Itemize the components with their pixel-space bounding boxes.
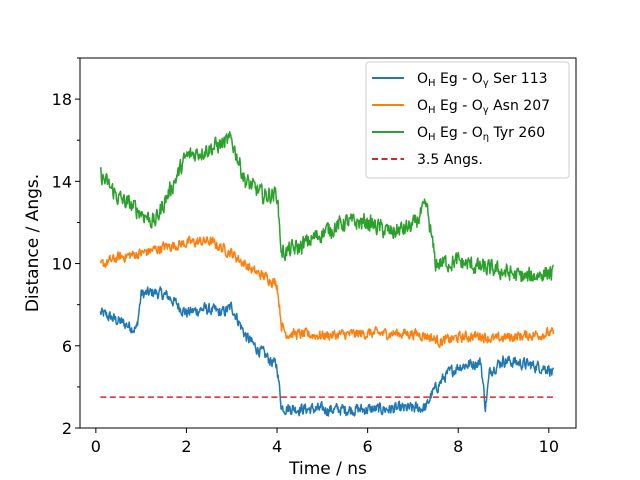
legend-label-1: OH Eg - Oγ Ser 113 [417, 71, 548, 89]
series-layer [99, 131, 555, 417]
legend-label-2: OH Eg - Oγ Asn 207 [417, 98, 550, 116]
y-axis-label: Distance / Angs. [23, 174, 43, 312]
series-line-2 [99, 235, 555, 348]
y-tick-label: 10 [52, 255, 72, 274]
legend-label-4: 3.5 Angs. [417, 152, 483, 168]
x-axis: 0 2 4 6 8 10 [91, 428, 559, 456]
x-tick-label: 2 [181, 437, 191, 456]
x-tick-label: 0 [91, 437, 101, 456]
series-line-1 [99, 286, 555, 417]
y-tick-label: 6 [62, 337, 72, 356]
y-tick-label: 14 [52, 172, 72, 191]
legend-box [365, 61, 570, 179]
x-tick-label: 8 [453, 437, 463, 456]
plot-frame [79, 57, 577, 429]
x-axis-label: Time / ns [288, 459, 367, 479]
x-tick-label: 4 [272, 437, 282, 456]
y-tick-label: 18 [52, 90, 72, 109]
y-axis: 2 6 10 14 18 [52, 57, 80, 438]
legend-label-3: OH Eg - Oη Tyr 260 [417, 125, 545, 143]
x-tick-label: 10 [539, 437, 559, 456]
y-tick-label: 2 [62, 419, 72, 438]
legend: OH Eg - Oγ Ser 113 OH Eg - Oγ Asn 207 OH E… [365, 61, 570, 179]
series-line-3 [99, 131, 555, 283]
x-tick-label: 6 [363, 437, 373, 456]
